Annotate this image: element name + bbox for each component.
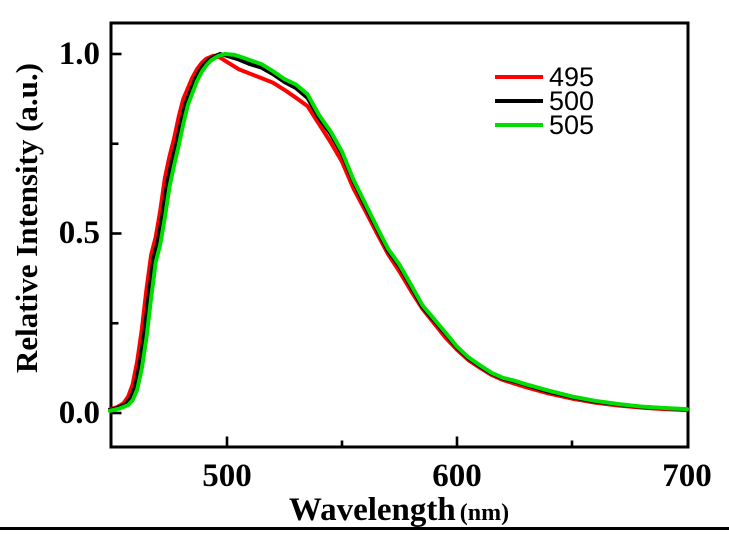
curves xyxy=(108,52,689,413)
x-tick-label-600: 600 xyxy=(432,458,482,494)
legend-entry-505: 505 xyxy=(495,110,595,140)
legend-line-red xyxy=(495,75,543,79)
x-axis-title: Wavelength (nm) xyxy=(110,492,688,529)
y-tick-label-0.0: 0.0 xyxy=(58,395,100,431)
tick-marks xyxy=(112,52,574,446)
series-curve-495 xyxy=(108,53,689,413)
bottom-rule xyxy=(0,527,729,530)
plot-frame xyxy=(109,21,690,449)
x-tick-label-500: 500 xyxy=(202,458,252,494)
legend-label-495: 495 xyxy=(549,62,595,92)
legend: 495 500 505 xyxy=(495,62,595,140)
y-tick-label-1.0: 1.0 xyxy=(58,36,100,72)
legend-line-green xyxy=(495,123,543,127)
legend-label-505: 505 xyxy=(549,110,595,140)
y-tick-label-0.5: 0.5 xyxy=(58,215,100,251)
legend-label-500: 500 xyxy=(549,86,595,116)
series-curve-505 xyxy=(108,52,689,413)
x-axis-title-text: Wavelength xyxy=(288,492,456,528)
legend-entry-495: 495 xyxy=(495,62,595,92)
plot-area-svg xyxy=(108,21,690,449)
legend-line-black xyxy=(495,99,543,103)
y-axis-title: Relative Intensity (a.u.) xyxy=(9,63,44,373)
x-tick-label-700: 700 xyxy=(662,458,712,494)
legend-entry-500: 500 xyxy=(495,86,595,116)
series-curve-500 xyxy=(108,52,689,413)
x-axis-unit-text: (nm) xyxy=(459,500,510,526)
